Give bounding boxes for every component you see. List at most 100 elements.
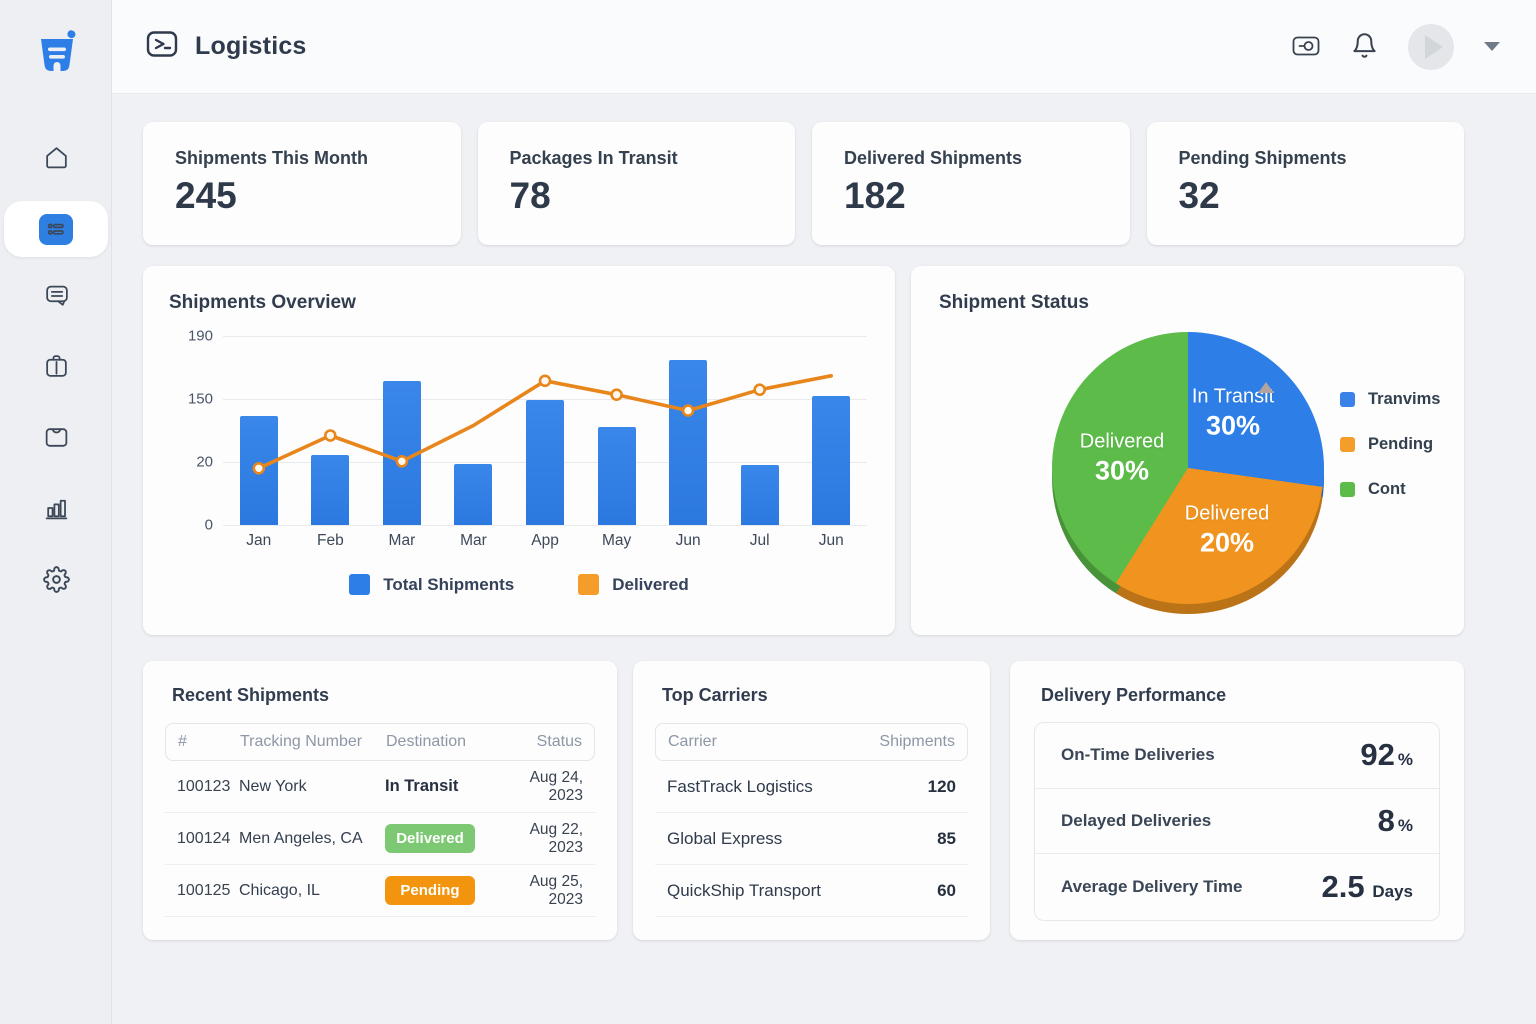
x-axis-tick: Jun xyxy=(818,532,844,549)
x-axis-tick: Feb xyxy=(316,532,344,549)
stats-row: Shipments This Month 245 Packages In Trans… xyxy=(143,122,1464,245)
shipment-date: Aug 22, 2023 xyxy=(529,820,583,856)
package-icon xyxy=(43,353,70,385)
bar-slot xyxy=(438,336,510,525)
sidebar-item-home[interactable] xyxy=(4,130,108,190)
status-legend: Tranvims Pending Cont xyxy=(1340,390,1440,499)
camera-button[interactable] xyxy=(1291,33,1321,61)
bar-feb xyxy=(311,455,350,525)
bar-jul xyxy=(740,465,779,525)
carrier-row: QuickShip Transport 60 xyxy=(655,865,968,917)
carriers-table-header: Carrier Shipments xyxy=(655,723,968,761)
shipment-row: 100124 Men Angeles, CA Delivered Aug 22, 20… xyxy=(165,813,595,865)
carrier-shipments: 60 xyxy=(937,880,956,900)
user-avatar[interactable] xyxy=(1408,23,1454,70)
x-axis-tick: Jul xyxy=(749,532,770,549)
sidebar-item-shipments[interactable] xyxy=(4,201,108,257)
x-axis-tick: Jan xyxy=(246,532,272,549)
overview-plot: 190 150 20 0 Jan Feb Mar Mar App May Jun Jul Jun xyxy=(169,328,869,549)
notifications-button[interactable] xyxy=(1351,31,1378,63)
line-marker xyxy=(395,455,409,468)
carrier-name: Global Express xyxy=(667,828,783,848)
carriers-table-body: FastTrack Logistics 120 Global Express 85 Qu… xyxy=(655,761,968,917)
gridline xyxy=(223,399,867,400)
bar-slot xyxy=(724,336,796,525)
legend-item-delivered: Delivered xyxy=(578,574,689,595)
stat-card-0: Shipments This Month 245 xyxy=(143,122,461,245)
performance-value: 8% xyxy=(1378,803,1413,839)
chevron-down-icon[interactable] xyxy=(1484,42,1500,51)
pie-label-delivered-orange: Delivered 20% xyxy=(1184,502,1270,558)
gridline xyxy=(223,525,867,526)
sidebar-item-reports[interactable] xyxy=(4,481,108,541)
col-shipments: Shipments xyxy=(879,733,955,750)
status-legend-item-0: Tranvims xyxy=(1340,390,1440,409)
shipments-overview-card: Shipments Overview 190 150 20 0 Jan Feb Mar Mar… xyxy=(143,266,895,635)
legend-label: Cont xyxy=(1368,480,1406,498)
shipment-destination: Chicago, IL xyxy=(239,881,320,899)
stat-label: Delivered Shipments xyxy=(844,148,1023,168)
performance-value: 2.5 Days xyxy=(1322,869,1413,905)
pie-label-in-transit: In Transit 30% xyxy=(1191,385,1275,441)
bar-slot xyxy=(581,336,653,525)
performance-row: Delayed Deliveries 8% xyxy=(1035,789,1439,854)
line-marker xyxy=(610,388,623,402)
performance-row: Average Delivery Time 2.5 Days xyxy=(1035,854,1439,920)
col-status: Status xyxy=(536,733,582,750)
status-legend-item-1: Pending xyxy=(1340,435,1440,454)
legend-item-total-shipments: Total Shipments xyxy=(349,574,514,595)
sidebar xyxy=(0,0,112,1024)
performance-label: Average Delivery Time xyxy=(1061,876,1243,896)
col-id: # xyxy=(178,733,187,750)
status-badge: Pending xyxy=(385,876,475,905)
pie-face xyxy=(1052,332,1324,604)
sidebar-item-messages[interactable] xyxy=(4,268,108,328)
shipment-date: Aug 24, 2023 xyxy=(529,768,583,804)
list-icon xyxy=(39,213,73,245)
app-logo-cart-icon[interactable] xyxy=(34,26,80,74)
bar-jun xyxy=(669,360,708,525)
shipment-status-cell: In Transit xyxy=(385,777,511,796)
overview-title: Shipments Overview xyxy=(169,292,356,313)
stat-value: 32 xyxy=(1178,175,1220,216)
sidebar-item-settings[interactable] xyxy=(4,552,108,612)
sidebar-item-packages[interactable] xyxy=(4,339,108,399)
terminal-icon xyxy=(145,27,179,66)
performance-label: Delayed Deliveries xyxy=(1061,810,1212,830)
status-pie: In Transit 30% Delivered 30% Delivered 2… xyxy=(1052,332,1324,614)
sidebar-nav xyxy=(0,130,112,623)
bar-mar xyxy=(454,464,493,525)
performance-unit: % xyxy=(1397,750,1413,770)
play-icon xyxy=(1424,34,1443,59)
performance-number: 2.5 xyxy=(1321,868,1365,904)
bar-app xyxy=(526,400,565,525)
bar-slot xyxy=(509,336,581,525)
performance-row: On-Time Deliveries 92% xyxy=(1035,723,1439,789)
x-axis-tick: Jun xyxy=(675,532,701,549)
stat-label: Packages In Transit xyxy=(509,148,678,168)
performance-value: 92% xyxy=(1360,737,1413,773)
bar-slot xyxy=(652,336,724,525)
shipment-date: Aug 25, 2023 xyxy=(529,872,583,908)
line-series xyxy=(252,373,834,475)
home-icon xyxy=(43,144,70,176)
x-axis-tick: App xyxy=(531,532,559,549)
sidebar-item-archive[interactable] xyxy=(4,410,108,470)
status-legend-item-2: Cont xyxy=(1340,480,1440,499)
stat-card-3: Pending Shipments 32 xyxy=(1146,122,1464,245)
pie-label-delivered-green: Delivered 30% xyxy=(1079,430,1165,486)
y-axis-tick: 20 xyxy=(196,453,213,471)
bar-slot xyxy=(295,336,367,525)
carrier-shipments: 120 xyxy=(927,776,956,796)
bar-slot xyxy=(796,336,868,525)
carrier-name: FastTrack Logistics xyxy=(667,776,813,796)
page-title: Logistics xyxy=(195,32,307,60)
stat-value: 245 xyxy=(175,175,237,216)
stat-label: Pending Shipments xyxy=(1178,148,1347,168)
legend-label: Pending xyxy=(1368,435,1434,453)
gridline xyxy=(223,336,867,337)
top-carriers-card: Top Carriers Carrier Shipments FastTrack… xyxy=(633,661,990,940)
overview-legend: Total Shipments Delivered xyxy=(143,574,895,595)
carrier-name: QuickShip Transport xyxy=(667,880,822,900)
shipment-status-cell: Pending xyxy=(385,876,511,905)
